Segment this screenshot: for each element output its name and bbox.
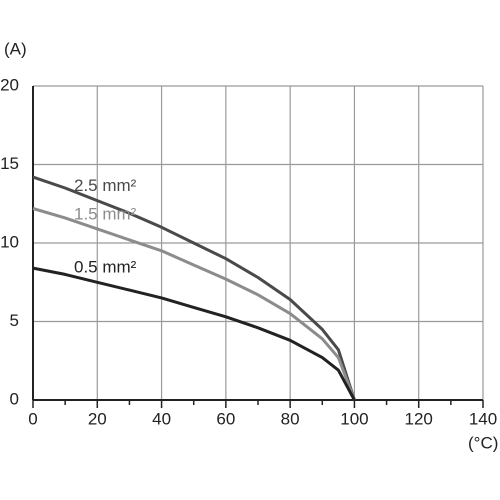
y-tick-label: 20: [0, 75, 19, 94]
x-tick-label: 140: [469, 409, 497, 428]
x-tick-label: 40: [152, 409, 171, 428]
x-tick-label: 0: [28, 409, 37, 428]
y-tick-label: 15: [0, 154, 19, 173]
x-tick-label: 20: [88, 409, 107, 428]
series-line: [32, 207, 356, 401]
y-tick-label: 0: [10, 389, 19, 408]
x-axis-label: (°C): [468, 433, 498, 452]
x-tick-label: 100: [340, 409, 368, 428]
y-tick-label: 5: [10, 311, 19, 330]
y-tick-label: 10: [0, 232, 19, 251]
series-line: [32, 266, 356, 401]
x-tick-label: 60: [216, 409, 235, 428]
x-tick-label: 80: [281, 409, 300, 428]
series-label: 2.5 mm²: [74, 176, 137, 195]
series-line: [32, 175, 356, 401]
series-label: 0.5 mm²: [74, 258, 137, 277]
y-axis-label: (A): [4, 39, 27, 58]
x-tick-label: 120: [405, 409, 433, 428]
series-label: 1.5 mm²: [74, 204, 137, 223]
